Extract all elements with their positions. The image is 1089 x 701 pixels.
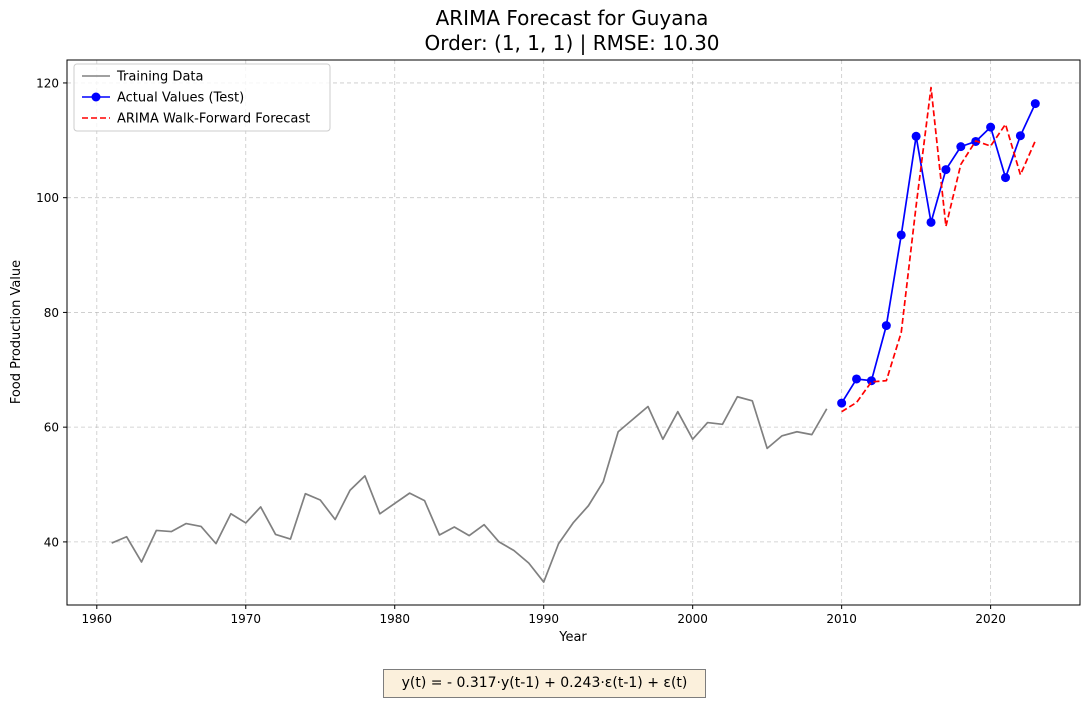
- legend-label-forecast: ARIMA Walk-Forward Forecast: [117, 112, 310, 127]
- legend-box: [73, 63, 331, 132]
- legend-label-training: Training Data: [116, 70, 203, 85]
- series-line-arima-walk-forward-forecast: [841, 86, 1037, 413]
- x-tick-label: 1980: [379, 612, 410, 626]
- data-point-actual-values-test: [1001, 173, 1011, 183]
- x-tick-label: 2010: [826, 612, 857, 626]
- y-tick-label: 100: [36, 191, 59, 205]
- data-point-actual-values-test: [881, 321, 891, 331]
- legend-label-actual: Actual Values (Test): [117, 91, 244, 106]
- x-tick-label: 2020: [975, 612, 1006, 626]
- chart-subtitle: Order: (1, 1, 1) | RMSE: 10.30: [424, 31, 719, 55]
- model-equation: y(t) = - 0.317·y(t-1) + 0.243·ε(t-1) + ε…: [401, 675, 688, 691]
- axis-ticks: 1960 1970 1980 1990 2000 2010 2020 40 60 80 100 120: [36, 76, 1006, 626]
- data-point-actual-values-test: [911, 131, 921, 141]
- data-point-actual-values-test: [956, 142, 966, 152]
- y-tick-label: 80: [44, 306, 59, 320]
- grid: [67, 60, 1080, 605]
- legend-marker-actual: [91, 92, 101, 102]
- data-point-actual-values-test: [986, 122, 996, 132]
- y-tick-label: 120: [36, 76, 59, 90]
- data-point-actual-values-test: [926, 217, 936, 227]
- legend: Training Data Actual Values (Test) ARIMA…: [73, 63, 331, 132]
- plot-frame: [66, 59, 1081, 606]
- data-point-actual-values-test: [1030, 99, 1040, 109]
- model-equation-box: y(t) = - 0.317·y(t-1) + 0.243·ε(t-1) + ε…: [383, 669, 706, 698]
- data-point-actual-values-test: [852, 374, 862, 384]
- y-axis-label: Food Production Value: [9, 260, 24, 404]
- data-point-actual-values-test: [941, 165, 951, 175]
- chart-title: ARIMA Forecast for Guyana: [436, 6, 709, 30]
- plot-series: [111, 86, 1040, 583]
- data-point-actual-values-test: [866, 376, 876, 386]
- data-point-actual-values-test: [896, 230, 906, 240]
- x-tick-label: 2000: [677, 612, 708, 626]
- series-line-training-data: [111, 395, 828, 583]
- x-tick-label: 1960: [82, 612, 113, 626]
- x-tick-label: 1990: [528, 612, 559, 626]
- series-line-actual-values-test: [840, 103, 1037, 404]
- x-axis-label: Year: [558, 630, 587, 645]
- y-tick-label: 60: [44, 421, 59, 435]
- data-point-actual-values-test: [837, 398, 847, 408]
- y-tick-label: 40: [44, 535, 59, 549]
- x-tick-label: 1970: [230, 612, 261, 626]
- data-point-actual-values-test: [1015, 131, 1025, 141]
